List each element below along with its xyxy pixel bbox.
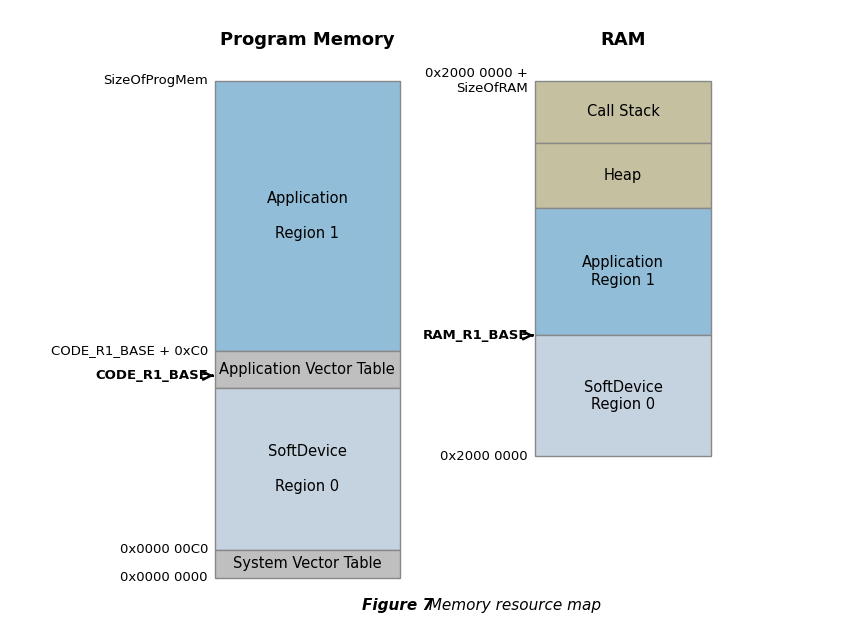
Bar [215,81,400,351]
Text: RAM: RAM [600,32,646,49]
Text: RAM_R1_BASE: RAM_R1_BASE [423,329,528,342]
Text: 0x0000 0000: 0x0000 0000 [120,571,208,584]
Text: SoftDevice
Region 0: SoftDevice Region 0 [584,379,663,412]
Bar [535,208,711,335]
Text: 0x2000 0000: 0x2000 0000 [440,450,528,463]
Text: SoftDevice

Region 0: SoftDevice Region 0 [268,444,347,494]
Text: SizeOfProgMem: SizeOfProgMem [104,75,208,87]
Bar [215,351,400,388]
Text: Application
Region 1: Application Region 1 [582,255,664,288]
Text: System Vector Table: System Vector Table [233,556,381,571]
Text: Memory resource map: Memory resource map [419,598,601,613]
Text: Figure 7: Figure 7 [362,598,433,613]
Text: Heap: Heap [604,168,642,183]
Bar [215,388,400,550]
Text: 0x2000 0000 +
SizeOfRAM: 0x2000 0000 + SizeOfRAM [425,66,528,95]
Text: CODE_R1_BASE: CODE_R1_BASE [95,369,208,382]
Bar [215,550,400,578]
Text: CODE_R1_BASE + 0xC0: CODE_R1_BASE + 0xC0 [51,345,208,357]
Text: Call Stack: Call Stack [587,104,659,119]
Bar [535,81,711,143]
Text: Program Memory: Program Memory [220,32,395,49]
Text: 0x0000 00C0: 0x0000 00C0 [120,543,208,556]
Text: Application Vector Table: Application Vector Table [220,362,395,377]
Bar [535,143,711,208]
Bar [535,335,711,456]
Text: Application

Region 1: Application Region 1 [266,191,349,241]
